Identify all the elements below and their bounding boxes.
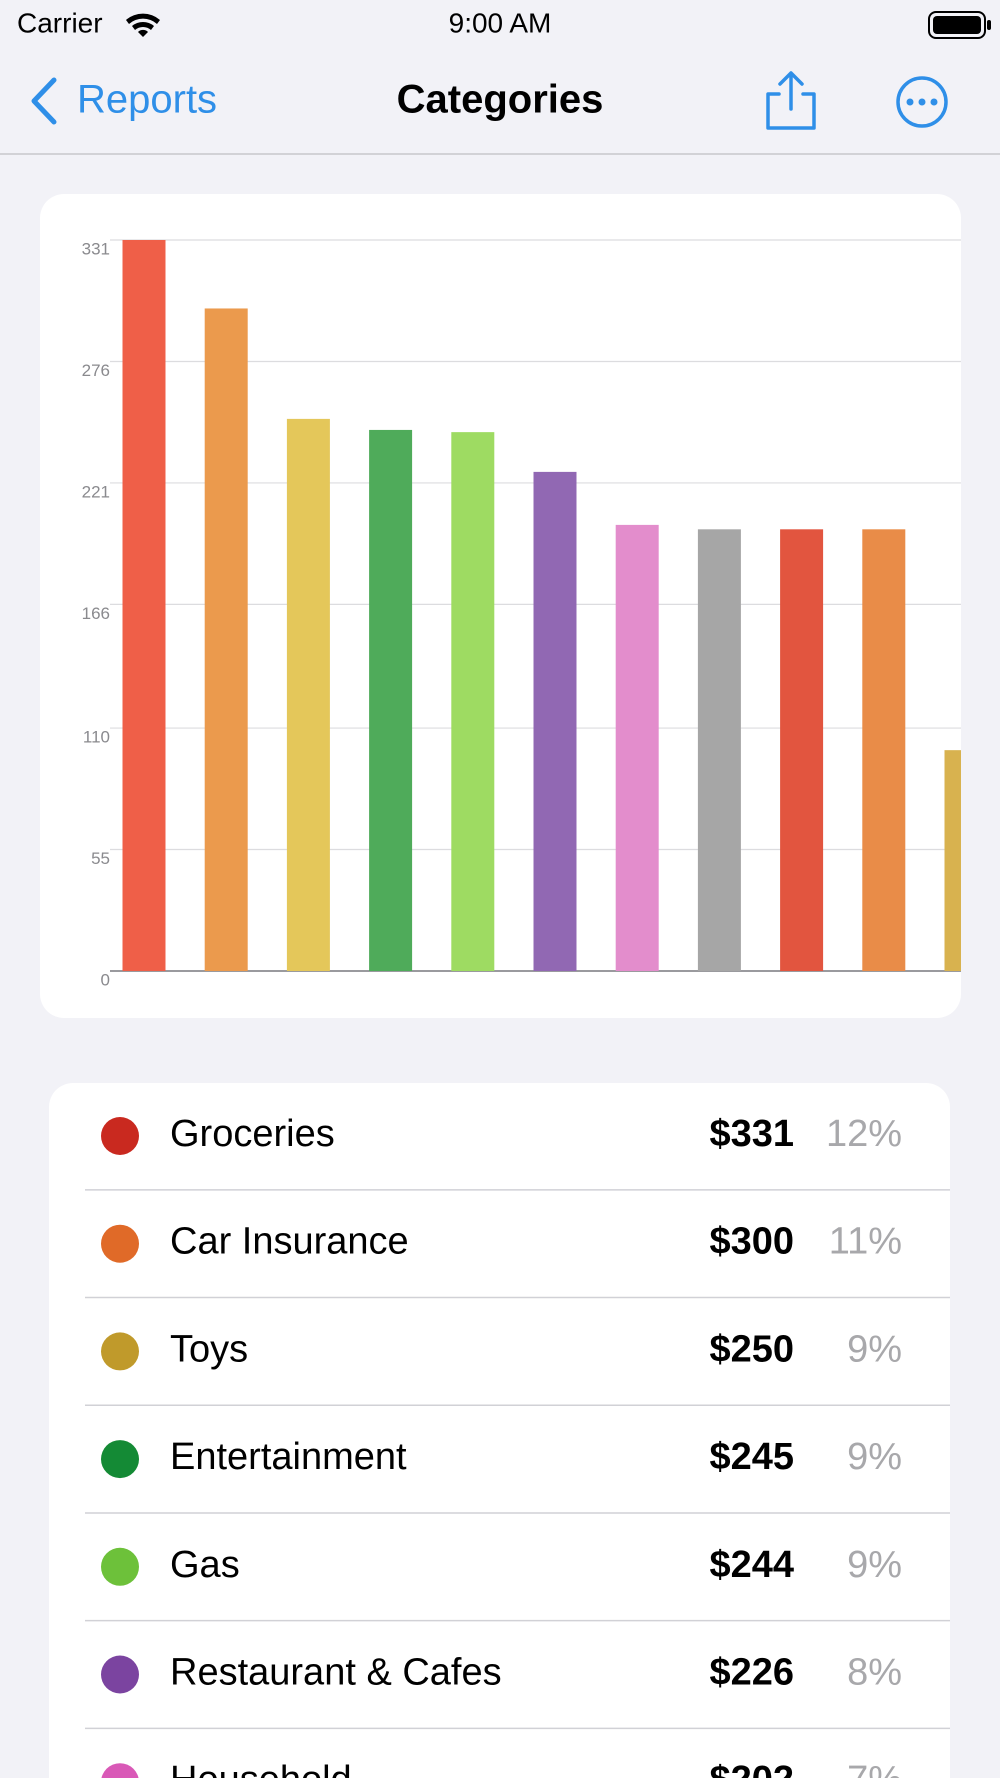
category-amount: $245 [709, 1436, 794, 1478]
y-tick-label: 221 [82, 482, 110, 501]
category-row[interactable]: Gas $244 9% [101, 1544, 902, 1586]
more-button[interactable] [896, 76, 948, 128]
back-button[interactable]: Reports [31, 77, 217, 125]
category-amount: $331 [709, 1113, 794, 1155]
category-share: 9% [847, 1328, 902, 1370]
y-tick-label: 55 [91, 849, 110, 868]
category-row[interactable]: Groceries $331 12% [101, 1113, 902, 1155]
category-share: 8% [847, 1652, 902, 1694]
y-tick-label: 166 [82, 604, 110, 623]
bar [780, 529, 824, 971]
bar [204, 308, 248, 971]
category-share: 7% [847, 1759, 902, 1778]
list-card [49, 1083, 950, 1778]
y-tick-label: 110 [83, 728, 110, 747]
category-name: Toys [170, 1328, 248, 1370]
category-dot [101, 1440, 139, 1479]
category-amount: $226 [709, 1652, 794, 1694]
category-dot [101, 1655, 139, 1694]
bar [944, 750, 961, 971]
category-name: Groceries [170, 1113, 335, 1155]
category-name: Household [170, 1759, 352, 1778]
y-tick-label: 276 [82, 361, 110, 380]
bar [369, 429, 413, 971]
category-dot [101, 1763, 139, 1778]
wifi-icon [126, 13, 160, 37]
category-amount: $250 [709, 1328, 794, 1370]
y-tick-label: 331 [82, 239, 110, 258]
bar [862, 529, 906, 971]
category-row[interactable]: Entertainment $245 9% [101, 1436, 902, 1478]
back-label[interactable]: Reports [77, 78, 217, 122]
category-share: 9% [847, 1544, 902, 1586]
share-button[interactable] [766, 71, 816, 130]
category-list: Groceries $331 12% Car Insurance $300 11% Toys… [85, 1113, 950, 1778]
category-name: Car Insurance [170, 1221, 409, 1263]
bar [451, 432, 495, 971]
category-amount: $244 [709, 1544, 794, 1586]
bar [697, 529, 741, 971]
carrier: Carrier [17, 7, 103, 38]
y-tick-label: 0 [101, 970, 110, 989]
plot [110, 239, 961, 972]
category-dot [101, 1547, 139, 1586]
category-share: 11% [829, 1221, 902, 1263]
category-share: 12% [826, 1113, 902, 1155]
bar [533, 471, 577, 971]
category-amount: $300 [709, 1221, 794, 1263]
category-row[interactable]: Restaurant & Cafes $226 8% [101, 1652, 902, 1694]
category-name: Entertainment [170, 1436, 407, 1478]
nav-title: Categories [397, 78, 604, 122]
category-name: Gas [170, 1544, 240, 1586]
bar [122, 240, 166, 971]
bar [286, 418, 330, 971]
time: 9:00 AM [449, 7, 552, 38]
category-dot [101, 1224, 139, 1263]
bar [615, 524, 659, 971]
category-name: Restaurant & Cafes [170, 1652, 502, 1694]
category-share: 9% [847, 1436, 902, 1478]
category-amount: $202 [709, 1759, 794, 1778]
category-dot [101, 1117, 139, 1155]
category-row[interactable]: Car Insurance $300 11% [101, 1221, 902, 1263]
battery-icon [928, 11, 991, 39]
category-row[interactable]: Household $202 7% [101, 1759, 902, 1778]
category-dot [101, 1332, 139, 1371]
category-row[interactable]: Toys $250 9% [101, 1328, 902, 1370]
